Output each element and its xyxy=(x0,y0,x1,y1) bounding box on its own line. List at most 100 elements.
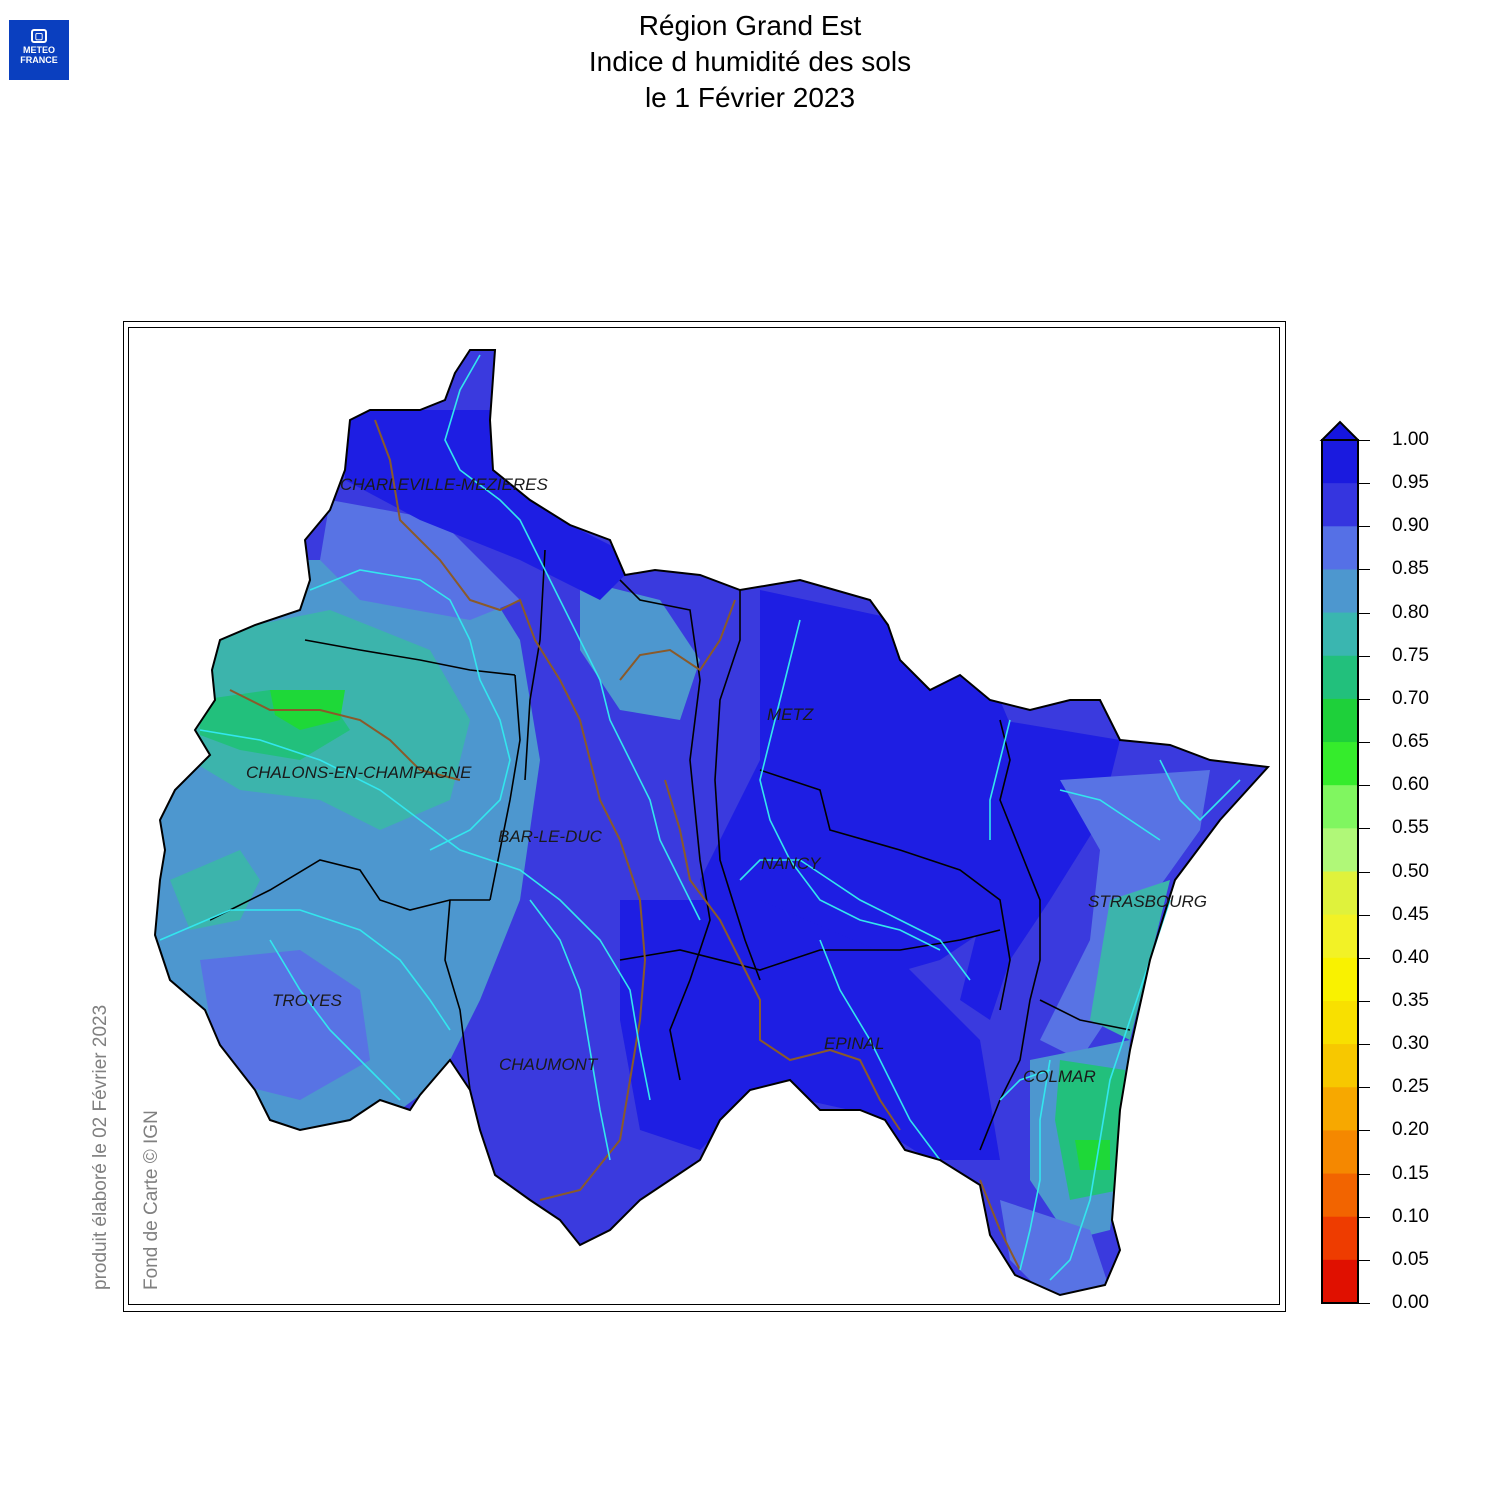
legend-swatch xyxy=(1322,1044,1358,1088)
title-region: Région Grand Est xyxy=(638,10,862,41)
border-alsace-west xyxy=(979,719,1041,1151)
legend-tick xyxy=(1358,569,1370,571)
title-indicator: Indice d humidité des sols xyxy=(588,46,912,77)
map-title: Région Grand Est Indice d humidité des s… xyxy=(0,8,1500,116)
legend-label: 0.80 xyxy=(1392,601,1429,623)
border-meuse-meurthe xyxy=(619,579,711,1081)
river-seine xyxy=(269,939,401,1101)
legend-tick xyxy=(1358,655,1370,657)
river-meurthe xyxy=(739,859,971,981)
regional-border-marne xyxy=(229,689,461,781)
legend-label: 0.30 xyxy=(1392,1033,1429,1055)
city-colmar: COLMAR xyxy=(1023,1067,1096,1086)
regional-border-lorraine xyxy=(664,779,901,1131)
legend-swatch xyxy=(1322,957,1358,1002)
legend-swatch xyxy=(1322,914,1358,959)
region-outline xyxy=(153,349,1271,1297)
zone-north-very-wet xyxy=(345,410,640,600)
legend-label: 0.50 xyxy=(1392,860,1429,882)
legend-tick xyxy=(1358,1173,1370,1175)
legend-tick xyxy=(1358,1000,1370,1002)
legend-swatch xyxy=(1322,440,1358,484)
map-frame-outer xyxy=(123,321,1286,1312)
legend-tick xyxy=(1358,1216,1370,1218)
title-date: le 1 Février 2023 xyxy=(644,82,856,113)
legend-swatch xyxy=(1322,483,1358,527)
legend-label: 0.00 xyxy=(1392,1292,1429,1313)
legend-label: 0.40 xyxy=(1392,946,1429,968)
zone-meuse-blue-green xyxy=(580,580,700,720)
river-moder xyxy=(1059,789,1161,841)
border-meuse-west xyxy=(524,549,546,781)
legend-tick xyxy=(1358,914,1370,916)
river-moselle-south xyxy=(819,939,941,1161)
moisture-fill xyxy=(155,350,1268,1295)
zone-vosges-very-wet xyxy=(620,900,1000,1160)
regional-border-south xyxy=(979,1179,1021,1271)
legend-label: 1.00 xyxy=(1392,429,1429,450)
legend-label: 0.70 xyxy=(1392,687,1429,709)
legend-label: 0.45 xyxy=(1392,903,1429,925)
city-chalons-en-champagne: CHALONS-EN-CHAMPAGNE xyxy=(246,763,472,782)
border-ardennes-marne xyxy=(304,639,516,676)
logo-emblem-icon: ▢ xyxy=(31,29,47,43)
river-marne xyxy=(199,729,651,1101)
legend-label: 0.60 xyxy=(1392,774,1429,796)
zone-alsace-teal xyxy=(1090,880,1170,1040)
legend-label: 0.05 xyxy=(1392,1248,1429,1270)
legend-swatch xyxy=(1322,1259,1358,1304)
legend-label: 0.65 xyxy=(1392,731,1429,753)
border-vosges-north xyxy=(619,929,1001,971)
legend-tick xyxy=(1358,785,1370,787)
river-moselle-north xyxy=(759,619,941,951)
city-epinal: EPINAL xyxy=(824,1034,884,1053)
border-moselle-south xyxy=(759,769,1011,1011)
legend-label: 0.10 xyxy=(1392,1205,1429,1227)
city-charleville-mezieres: CHARLEVILLE-MEZIERES xyxy=(340,475,548,494)
legend-swatch xyxy=(1322,569,1358,614)
logo-line1: METEO xyxy=(22,45,55,55)
legend-swatch xyxy=(1322,1130,1358,1175)
river-ill xyxy=(1019,1059,1051,1271)
legend-tick xyxy=(1358,698,1370,700)
river-rhine xyxy=(1049,899,1171,1281)
legend-swatch xyxy=(1322,871,1358,916)
river-aube xyxy=(159,909,451,1031)
rivers xyxy=(159,354,1241,1281)
city-bar-le-duc: BAR-LE-DUC xyxy=(498,827,603,846)
legend-tick xyxy=(1358,871,1370,873)
zone-lorraine-very-wet xyxy=(700,590,1050,1000)
legend-label: 0.75 xyxy=(1392,644,1429,666)
legend-label: 0.25 xyxy=(1392,1076,1429,1098)
legend-tick xyxy=(1358,742,1370,744)
legend-swatch xyxy=(1322,1000,1358,1045)
border-meurthe-moselle xyxy=(714,590,761,981)
city-strasbourg: STRASBOURG xyxy=(1088,892,1207,911)
legend-tick xyxy=(1358,440,1370,441)
legend-label: 0.55 xyxy=(1392,817,1429,839)
map-frame-inner xyxy=(128,327,1280,1305)
border-marne-meuse xyxy=(489,674,521,901)
zone-colmar-bright-green xyxy=(1075,1140,1110,1170)
river-haute-marne xyxy=(529,899,611,1161)
border-aube-hautemarne xyxy=(444,899,471,1091)
city-labels: CHARLEVILLE-MEZIERES METZ CHALONS-EN-CHA… xyxy=(246,475,1207,1086)
city-nancy: NANCY xyxy=(761,854,822,873)
legend-label: 0.15 xyxy=(1392,1162,1429,1184)
river-meuse xyxy=(444,354,701,921)
legend-overflow-arrow xyxy=(1319,420,1361,441)
legend-tick xyxy=(1358,612,1370,614)
meteo-france-logo: ▢ METEO FRANCE xyxy=(9,20,69,80)
legend-tick xyxy=(1358,1303,1370,1304)
river-fecht xyxy=(999,1069,1051,1101)
city-troyes: TROYES xyxy=(272,991,343,1010)
legend-swatch xyxy=(1322,1087,1358,1131)
legend-swatch xyxy=(1322,655,1358,700)
city-metz: METZ xyxy=(767,705,814,724)
legend-label: 0.20 xyxy=(1392,1119,1429,1141)
river-aisne xyxy=(309,569,511,851)
logo-line2: FRANCE xyxy=(20,55,58,65)
legend-label: 0.90 xyxy=(1392,515,1429,537)
department-borders xyxy=(209,549,1131,1151)
